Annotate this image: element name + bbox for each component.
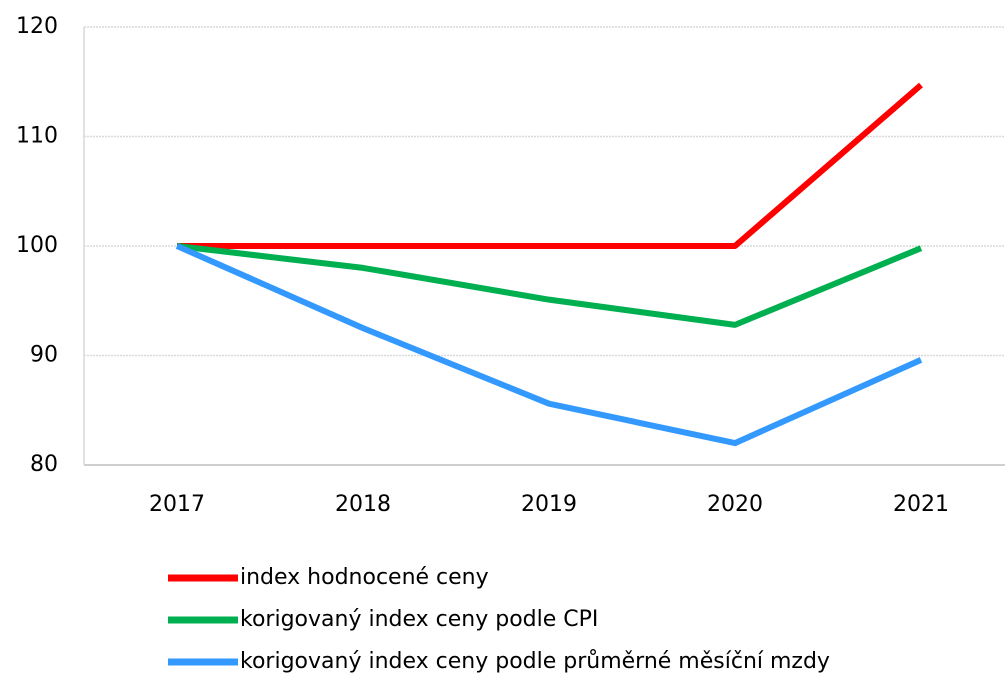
legend-label: korigovaný index ceny podle průměrné měs…: [240, 649, 830, 674]
y-tick-label: 80: [30, 452, 58, 477]
y-tick-label: 100: [16, 233, 58, 258]
y-tick-label: 120: [16, 14, 58, 39]
x-tick-label: 2017: [149, 492, 205, 517]
legend-label: index hodnocené ceny: [240, 565, 489, 590]
x-tick-label: 2020: [707, 492, 763, 517]
data-line: [176, 243, 923, 328]
x-tick-label: 2021: [893, 492, 949, 517]
x-tick-label: 2018: [335, 492, 391, 517]
data-line: [175, 243, 923, 447]
y-tick-label: 110: [16, 124, 58, 149]
data-line: [177, 82, 923, 249]
x-tick-label: 2019: [521, 492, 577, 517]
legend-label: korigovaný index ceny podle CPI: [240, 607, 598, 632]
y-tick-label: 90: [30, 343, 58, 368]
